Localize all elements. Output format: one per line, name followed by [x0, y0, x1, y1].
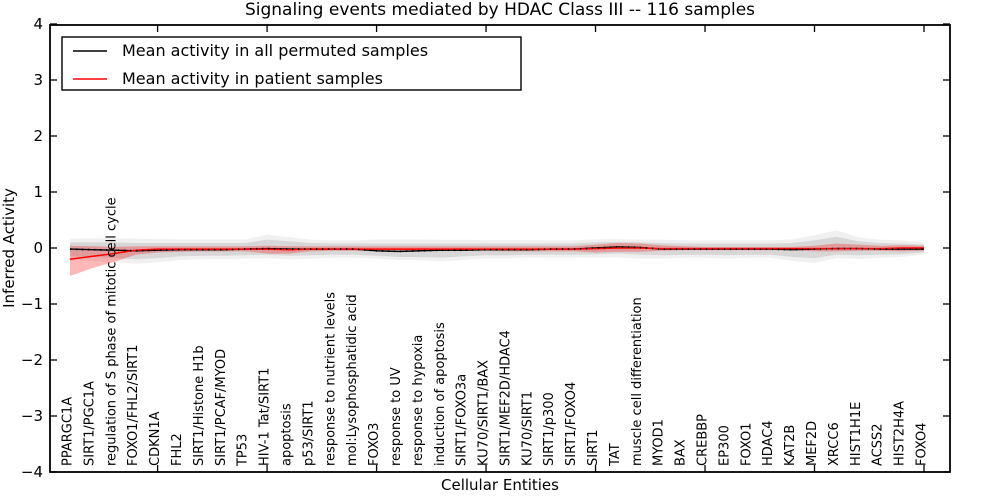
legend-label-patient: Mean activity in patient samples	[122, 69, 383, 88]
x-category-label: p53/SIRT1	[301, 400, 316, 466]
x-category-label: SIRT1/FOXO3a	[455, 374, 470, 466]
x-category-label: KAT2B	[783, 425, 798, 466]
x-category-label: FOXO1/FHL2/SIRT1	[126, 345, 141, 466]
chart-title: Signaling events mediated by HDAC Class …	[245, 0, 755, 20]
y-tick-label: −1	[21, 295, 43, 313]
x-category-label: CREBBP	[696, 414, 711, 466]
y-tick-label: 3	[33, 71, 43, 89]
x-category-label: MYOD1	[652, 419, 667, 466]
x-category-label: induction of apoptosis	[433, 322, 448, 466]
x-category-label: XRCC6	[827, 422, 842, 466]
x-category-label: apoptosis	[279, 403, 294, 466]
legend: Mean activity in all permuted samples Me…	[61, 36, 522, 91]
series-lines	[69, 245, 924, 260]
x-category-label: mol:Lysophosphatidic acid	[345, 294, 360, 466]
x-category-label: SIRT1/FOXO4	[564, 382, 579, 466]
x-category-labels: PPARGC1A SIRT1/PGC1A regulation of S phase…	[61, 197, 930, 467]
x-category-label: KU70/SIRT1	[520, 391, 535, 466]
x-category-label: PPARGC1A	[61, 397, 76, 466]
permuted-band-outer	[70, 230, 924, 264]
x-category-label: SIRT1/PCAF/MYOD	[214, 349, 229, 466]
legend-box	[61, 36, 522, 91]
y-axis-label: Inferred Activity	[0, 188, 18, 308]
axis-ticks	[50, 23, 950, 473]
x-axis-label: Cellular Entities	[441, 476, 559, 494]
legend-label-permuted: Mean activity in all permuted samples	[122, 41, 428, 60]
y-tick-label: 2	[33, 127, 43, 145]
x-category-label: KU70/SIRT1/BAX	[477, 360, 492, 466]
x-category-label: FOXO3	[367, 423, 382, 466]
y-tick-label: 4	[33, 15, 43, 33]
y-tick-label: 1	[33, 183, 43, 201]
permuted-band	[70, 236, 924, 260]
x-category-label: SIRT1	[586, 430, 601, 466]
y-tick-label: 0	[33, 239, 43, 257]
x-category-label: MEF2D	[805, 421, 820, 466]
x-category-label: CDKN1A	[148, 411, 163, 466]
x-category-label: HDAC4	[761, 420, 776, 466]
x-category-label: HIST2H4A	[893, 401, 908, 466]
x-category-label: TP53	[236, 434, 251, 467]
y-tick-label: −3	[21, 407, 43, 425]
x-category-label: ACSS2	[871, 423, 886, 466]
x-category-label: response to hypoxia	[411, 335, 426, 466]
x-category-label: EP300	[717, 425, 732, 466]
y-tick-label: −2	[21, 351, 43, 369]
x-category-label: SIRT1/MEF2D/HDAC4	[498, 330, 513, 466]
patient-band	[70, 243, 924, 276]
y-tick-label: −4	[21, 463, 43, 481]
x-category-label: SIRT1/p300	[542, 392, 557, 466]
x-category-label: response to UV	[389, 367, 404, 466]
x-category-label: response to nutrient levels	[323, 292, 338, 466]
x-category-label: HIV-1 Tat/SIRT1	[258, 368, 273, 466]
y-tick-labels: 4 3 2 1 0 −1 −2 −3 −4	[21, 15, 43, 481]
confidence-bands	[70, 230, 924, 276]
x-category-label: FOXO1	[739, 423, 754, 466]
x-category-label: SIRT1/Histone H1b	[192, 345, 207, 466]
x-category-label: FOXO4	[915, 423, 930, 466]
x-category-label: FHL2	[170, 433, 185, 466]
permuted-mean-dotted-overlay	[69, 245, 924, 253]
x-category-label: BAX	[674, 439, 689, 466]
x-category-label: SIRT1/PGC1A	[82, 381, 97, 466]
x-category-label: HIST1H1E	[849, 402, 864, 466]
x-category-label: TAT	[608, 443, 623, 467]
x-category-label: regulation of S phase of mitotic cell cy…	[104, 197, 119, 466]
x-category-label: muscle cell differentiation	[630, 297, 645, 466]
